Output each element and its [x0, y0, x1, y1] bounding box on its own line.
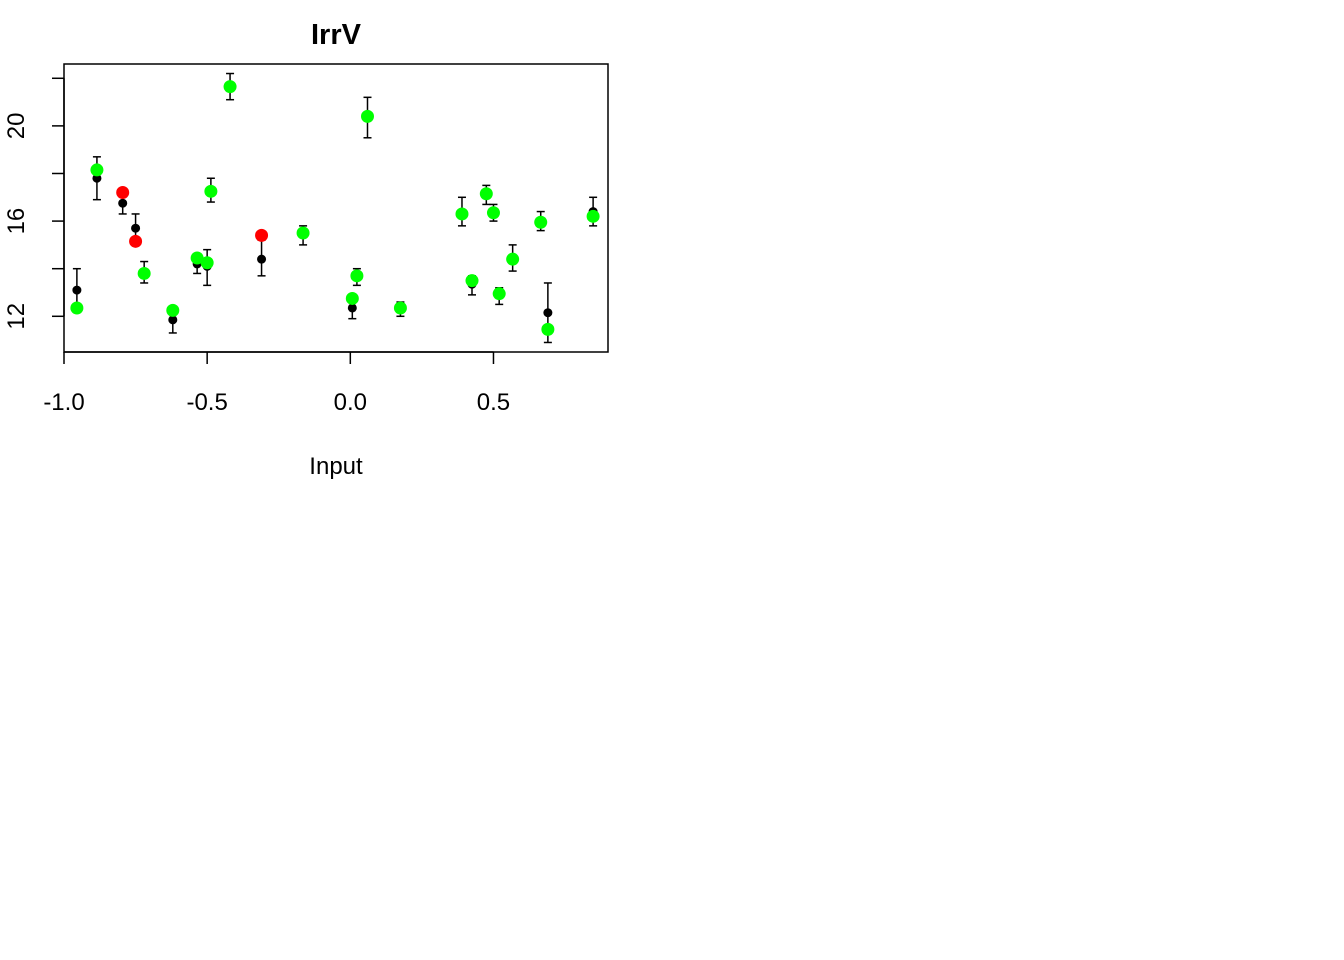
x-tick-label: 0.5: [477, 389, 510, 416]
y-tick-label: 12: [3, 303, 30, 330]
x-tick-label: -1.0: [43, 389, 84, 416]
x-tick-label: 0.0: [334, 389, 367, 416]
x-axis: -1.0 -0.5 0.0 0.5: [43, 351, 510, 416]
observed-point: [72, 285, 82, 295]
observed-point: [543, 308, 553, 318]
chart-title: IrrV: [311, 19, 362, 51]
predicted-point: [393, 301, 407, 315]
predicted-point: [455, 207, 469, 221]
plot-frame: [63, 63, 609, 353]
observed-point: [257, 254, 267, 264]
predicted-point: [345, 291, 359, 305]
predicted-point: [534, 215, 548, 229]
outlier-point: [116, 186, 130, 200]
predicted-point: [70, 301, 84, 315]
outlier-points: [116, 186, 269, 248]
predicted-point: [204, 184, 218, 198]
predicted-point: [360, 109, 374, 123]
predicted-point: [200, 256, 214, 270]
predicted-point: [90, 163, 104, 177]
predicted-point: [465, 274, 479, 288]
outlier-point: [255, 228, 269, 242]
observed-point: [347, 303, 357, 313]
predicted-point: [137, 266, 151, 280]
predicted-point: [166, 303, 180, 317]
predicted-points: [70, 80, 600, 336]
predicted-point: [486, 206, 500, 220]
x-axis-label: Input: [309, 453, 363, 480]
error-bars: [72, 72, 598, 344]
observed-points: [72, 82, 598, 325]
predicted-point: [190, 251, 204, 265]
outlier-point: [129, 234, 143, 248]
observed-point: [168, 315, 178, 325]
y-tick-label: 20: [3, 113, 30, 140]
predicted-point: [479, 187, 493, 201]
predicted-point: [296, 226, 310, 240]
predicted-point: [541, 322, 555, 336]
predicted-point: [492, 287, 506, 301]
predicted-point: [506, 252, 520, 266]
y-tick-label: 16: [3, 208, 30, 235]
predicted-point: [223, 80, 237, 94]
x-tick-label: -0.5: [186, 389, 227, 416]
predicted-point: [586, 209, 600, 223]
predicted-point: [350, 269, 364, 283]
y-axis: 12 16 20: [3, 77, 65, 330]
observed-point: [118, 198, 128, 208]
observed-point: [131, 223, 141, 233]
